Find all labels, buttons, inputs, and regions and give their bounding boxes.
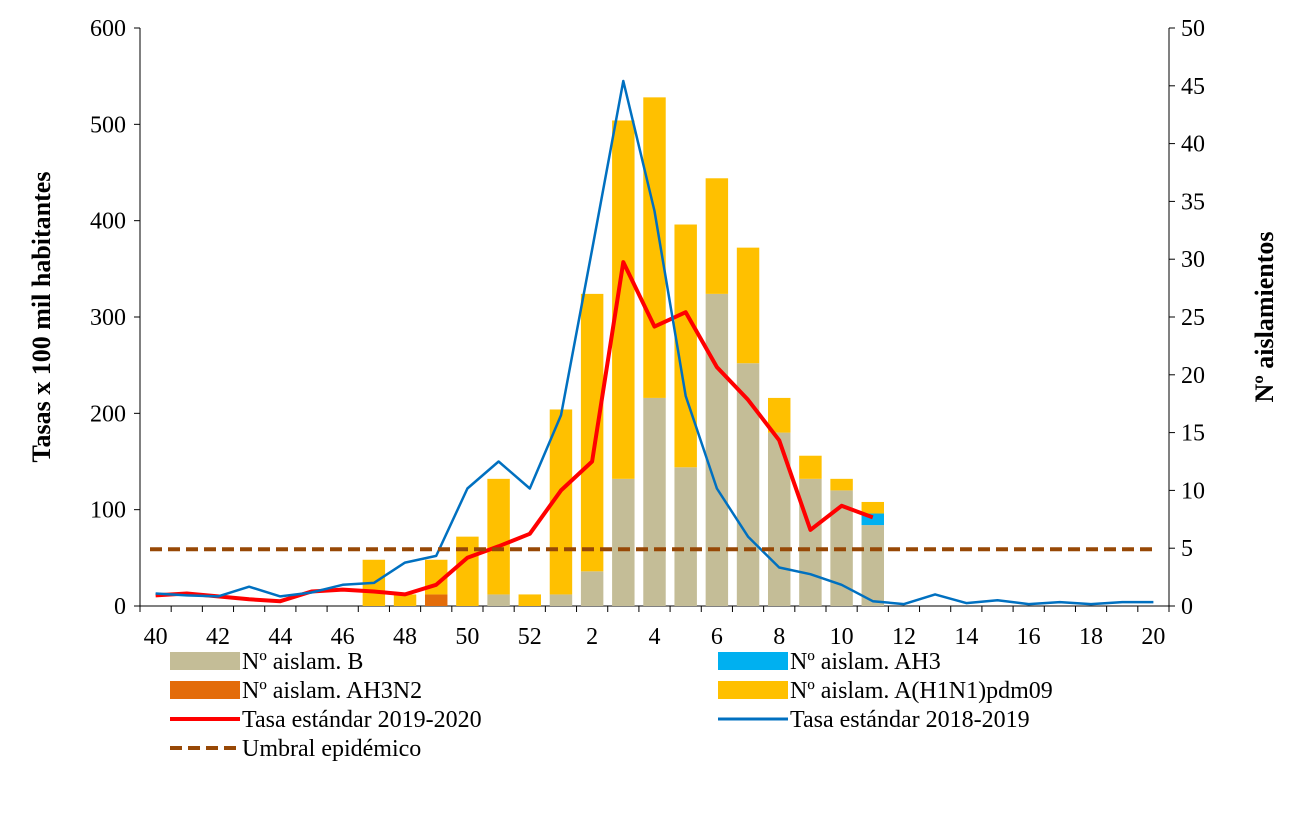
x-tick-label: 50 [455,624,479,650]
line-series-0 [155,260,874,604]
bar-3 [768,397,791,433]
x-tick-label: 8 [773,624,785,650]
right-tick-label: 15 [1181,421,1205,447]
legend-label: Umbral epidémico [242,736,421,762]
right-tick-label: 40 [1181,132,1205,158]
x-tick-label: 52 [518,624,542,650]
x-tick-label: 46 [331,624,355,650]
right-tick-label: 35 [1181,189,1205,215]
right-tick-label: 45 [1181,74,1205,100]
legend-swatch-bar [170,681,240,699]
left-tick-label: 100 [90,498,126,524]
right-tick-label: 30 [1181,247,1205,273]
legend-label: Tasa estándar 2019-2020 [242,707,482,733]
right-axis-title: Nº aislamientos [1250,231,1279,402]
bar-0 [487,594,510,606]
legend-label: Nº aislam. AH3N2 [242,678,422,704]
bar-3 [487,478,510,595]
bar-0 [549,594,573,606]
bar-3 [861,501,884,514]
right-tick-label: 20 [1181,363,1205,389]
bar-3 [674,224,697,468]
x-tick-label: 44 [268,624,292,650]
x-tick-label: 20 [1141,624,1165,650]
x-tick-label: 18 [1079,624,1103,650]
left-axis-title: Tasas x 100 mil habitantes [27,172,56,463]
bar-0 [861,525,884,606]
bar-0 [799,478,822,606]
legend-label: Nº aislam. A(H1N1)pdm09 [790,678,1053,704]
line-series-1 [155,79,1154,606]
bar-3 [518,594,541,606]
right-tick-label: 5 [1181,536,1193,562]
bar-0 [736,363,760,606]
legend-swatch-bar [718,681,788,699]
left-tick-label: 500 [90,112,126,138]
left-tick-label: 600 [90,16,126,42]
legend-label: Tasa estándar 2018-2019 [790,707,1030,733]
bar-0 [643,397,666,606]
bar-2 [425,594,448,606]
right-tick-label: 50 [1181,16,1205,42]
bar-3 [643,97,666,398]
x-tick-label: 16 [1017,624,1041,650]
legend-label: Nº aislam. B [242,649,363,675]
left-tick-label: 300 [90,305,126,331]
bar-3 [705,178,729,294]
bar-3 [612,120,635,479]
legend-swatch-bar [170,652,240,670]
x-tick-label: 14 [954,624,978,650]
right-tick-label: 25 [1181,305,1205,331]
bar-0 [612,478,635,606]
legend-label: Nº aislam. AH3 [790,649,941,675]
left-tick-label: 200 [90,401,126,427]
x-tick-label: 6 [711,624,723,650]
x-tick-label: 2 [586,624,598,650]
bar-0 [580,571,604,606]
bar-3 [580,293,604,572]
left-tick-label: 0 [114,594,126,620]
bar-3 [799,455,822,479]
right-tick-label: 0 [1181,594,1193,620]
right-tick-label: 10 [1181,478,1205,504]
bar-0 [674,467,697,606]
x-tick-label: 42 [206,624,230,650]
x-tick-label: 12 [892,624,916,650]
bar-3 [736,247,760,364]
x-tick-label: 10 [830,624,854,650]
x-tick-label: 48 [393,624,417,650]
bar-3 [393,594,417,606]
bar-3 [830,478,853,491]
bar-0 [705,293,729,606]
left-tick-label: 400 [90,209,126,235]
x-tick-label: 40 [144,624,168,650]
bar-3 [456,536,479,606]
x-tick-label: 4 [649,624,661,650]
legend-swatch-bar [718,652,788,670]
bar-1 [861,513,884,526]
